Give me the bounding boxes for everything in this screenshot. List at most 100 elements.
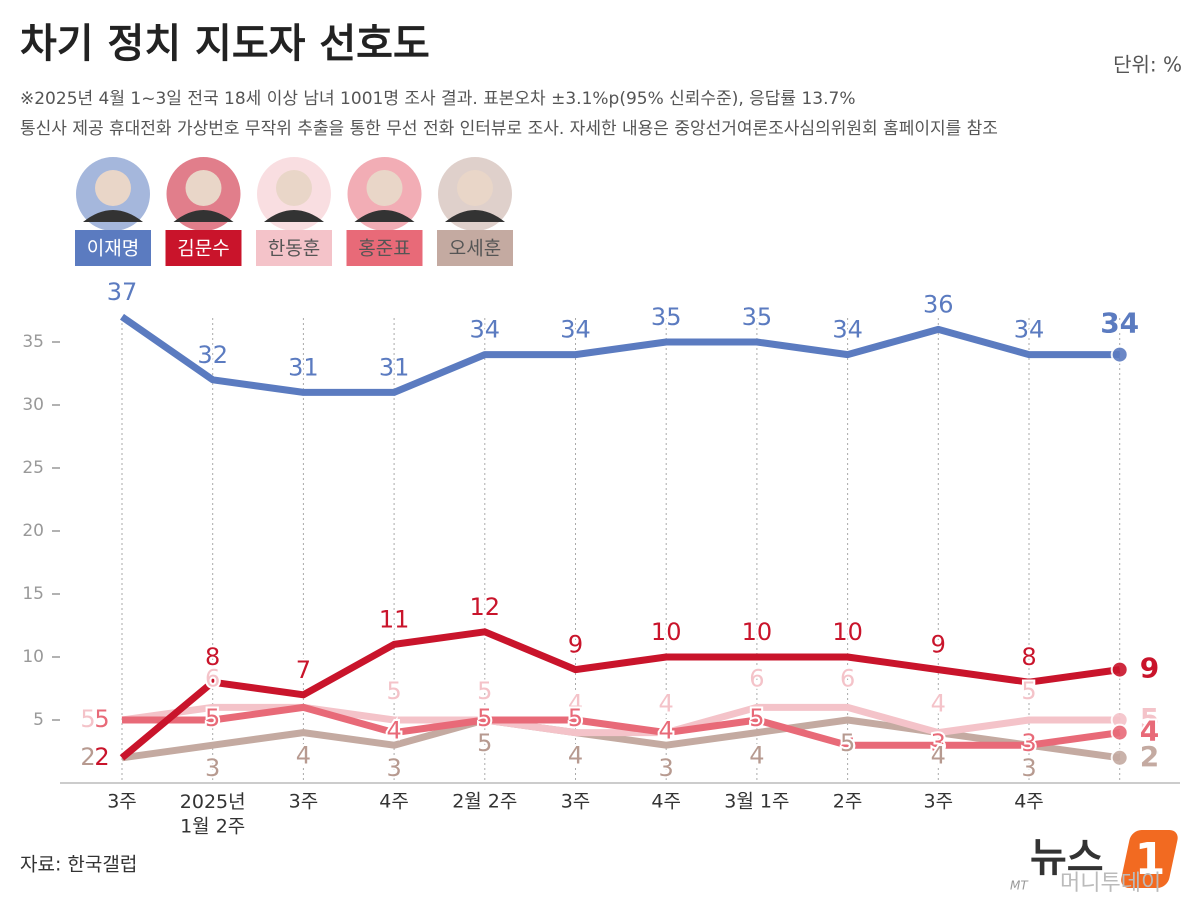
data-label: 31: [288, 353, 319, 381]
data-label: 9: [568, 631, 583, 659]
y-tick-label: 15: [22, 584, 44, 604]
logo-brand: 뉴스: [1030, 835, 1104, 881]
x-tick-label: 2월 2주: [452, 791, 517, 813]
data-label: 35: [742, 303, 773, 331]
data-label: 5: [1021, 677, 1036, 705]
legend-photo-body: [173, 210, 234, 222]
y-tick-label: 5: [33, 710, 44, 730]
data-label: 5: [205, 704, 220, 732]
data-label: 5: [1140, 702, 1159, 735]
data-label: 4: [931, 742, 946, 770]
data-label: 10: [832, 618, 863, 646]
data-label: 5: [386, 677, 401, 705]
data-label: 4: [1140, 715, 1159, 748]
legend-label: 홍준표: [358, 238, 410, 260]
logo-partner: 머니투데이: [1060, 871, 1161, 896]
legend-photo-face: [457, 170, 493, 206]
data-label: 5: [749, 704, 764, 732]
data-label: 32: [197, 341, 228, 369]
legend-badge: [165, 230, 242, 266]
x-tick-label: 2025년 1월 2주: [180, 791, 246, 838]
data-label: 4: [568, 690, 583, 718]
end-point: [1110, 723, 1129, 742]
data-label: 5: [568, 704, 583, 732]
legend-photo-body: [83, 210, 143, 222]
legend-badge: [256, 230, 332, 266]
x-tick-label: 4주: [1014, 791, 1044, 813]
data-label: 8: [1021, 643, 1036, 671]
series-line: [122, 703, 1121, 749]
unit: 단위: %: [1113, 53, 1182, 77]
series-line: [120, 313, 1120, 396]
data-label: 6: [205, 664, 220, 692]
logo-box: [1121, 830, 1178, 888]
subtitle: ※2025년 4월 1~3일 전국 18세 이상 남녀 1001명 조사 결과.…: [20, 89, 855, 109]
legend-photo-face: [95, 170, 131, 206]
data-label: 5: [80, 705, 95, 733]
data-label: 4: [296, 742, 311, 770]
data-label: 3: [386, 754, 401, 782]
chart-title: 차기 정치 지도자 선호도: [20, 21, 430, 67]
data-label: 3: [1021, 729, 1036, 757]
x-tick-label: 4주: [651, 791, 681, 813]
data-label: 5: [94, 705, 109, 733]
legend-photo-face: [276, 170, 312, 206]
legend-badge: [346, 230, 423, 266]
series-line: [119, 628, 1121, 761]
data-label: 4: [386, 717, 401, 745]
data-label: 3: [659, 754, 674, 782]
logo-partner-mark: MT: [1010, 879, 1029, 893]
data-label: 6: [840, 664, 855, 692]
data-label: 9: [1140, 652, 1159, 685]
data-label: 34: [560, 316, 591, 344]
data-label: 6: [749, 664, 764, 692]
legend-label: 한동훈: [268, 238, 320, 260]
data-label: 10: [742, 618, 773, 646]
data-label: 11: [379, 605, 410, 633]
y-tick-label: 20: [22, 521, 44, 541]
data-label: 3: [840, 729, 855, 757]
x-tick-label: 2주: [833, 791, 863, 813]
data-label: 8: [205, 643, 220, 671]
y-tick-label: 10: [22, 647, 44, 667]
data-label: 5: [477, 729, 492, 757]
end-point: [1110, 748, 1129, 767]
legend-badge: [437, 230, 513, 266]
data-label: 3: [931, 729, 946, 757]
data-label: 3: [1021, 754, 1036, 782]
data-label: 4: [659, 717, 674, 745]
series-line: [121, 716, 1121, 762]
legend-label: 오세훈: [449, 238, 501, 260]
legend-photo-body: [354, 210, 415, 222]
data-label: 34: [832, 316, 863, 344]
subtitle: 통신사 제공 휴대전화 가상번호 무작위 추출을 통한 무선 전화 인터뷰로 조…: [20, 119, 998, 139]
legend-photo-face: [185, 170, 222, 206]
end-point: [1110, 345, 1129, 364]
legend-label: 김문수: [177, 238, 229, 260]
legend-badge: [75, 230, 151, 266]
x-tick-label: 4주: [379, 791, 409, 813]
data-label: 9: [931, 631, 946, 659]
data-label: 34: [1100, 307, 1139, 340]
data-label: 3: [205, 754, 220, 782]
data-label: 35: [651, 303, 682, 331]
legend-photo-body: [264, 210, 324, 222]
data-label: 10: [651, 618, 682, 646]
data-label: 2: [80, 743, 95, 771]
y-tick-label: 30: [22, 395, 44, 415]
data-label: 5: [477, 704, 492, 732]
logo: 뉴스 1 MT 머니투데이: [1010, 830, 1178, 896]
data-label: 34: [470, 316, 501, 344]
data-label: 7: [296, 656, 311, 684]
data-label: 12: [470, 593, 501, 621]
data-label: 4: [931, 690, 946, 718]
y-tick-label: 35: [22, 332, 44, 352]
end-point: [1110, 660, 1129, 679]
x-tick-label: 3주: [289, 791, 319, 813]
data-label: 4: [659, 690, 674, 718]
x-tick-label: 3주: [924, 791, 954, 813]
data-label: 31: [379, 353, 410, 381]
data-label: 4: [749, 742, 764, 770]
